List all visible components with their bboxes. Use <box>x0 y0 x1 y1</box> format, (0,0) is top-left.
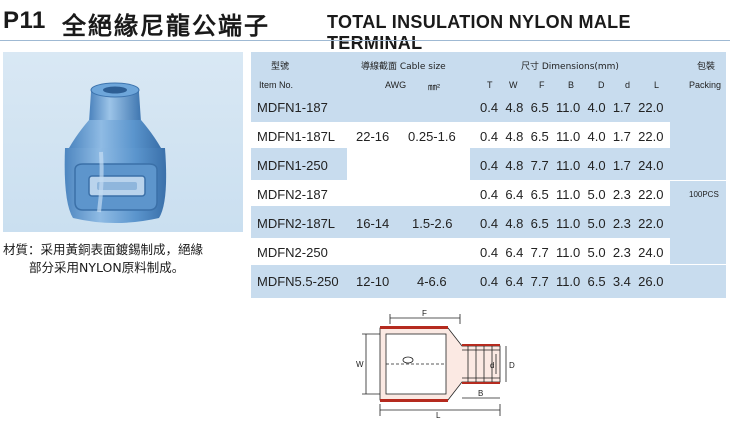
mm2-value: 0.25-1.6 <box>408 129 456 144</box>
terminal-diagram: F W d D B L <box>356 309 515 420</box>
row-stripe <box>251 180 347 206</box>
header-col-d-small: d <box>625 80 631 90</box>
material-line-2: 部分采用NYLON原料制成。 <box>29 260 185 275</box>
packing-value: 100PCS <box>689 190 719 199</box>
row-separator <box>251 264 726 265</box>
header-mm2: ㎜² <box>428 82 440 92</box>
dims-row: 0.4 4.8 6.5 11.0 4.0 1.7 22.0 <box>480 100 664 115</box>
label-f: F <box>422 310 427 318</box>
label-l: L <box>436 411 441 418</box>
header-col-b: B <box>568 80 575 90</box>
table-header: 型號 Item No. 導線截面 Cable size AWG ㎜² 尺寸 Di… <box>251 52 726 96</box>
dims-row: 0.4 4.8 6.5 11.0 5.0 2.3 22.0 <box>480 216 664 231</box>
item-no: MDFN2-187 <box>257 187 328 202</box>
title-chinese: 全絕緣尼龍公端子 <box>62 12 270 40</box>
material-line-1: 材質：采用黃銅表面鍍錫制成，絕緣 <box>3 242 204 257</box>
mm2-value: 1.5-2.6 <box>412 216 453 231</box>
terminal-illustration <box>64 82 167 223</box>
title-english: TOTAL INSULATION NYLON MALE TERMINAL <box>327 12 631 53</box>
header-model-cn: 型號 <box>271 62 290 72</box>
dims-row: 0.4 6.4 6.5 11.0 5.0 2.3 22.0 <box>480 187 664 202</box>
item-no: MDFN1-187 <box>257 100 328 115</box>
item-no: MDFN5.5-250 <box>257 274 339 289</box>
label-d-small: d <box>490 361 494 370</box>
header-cable-size: 導線截面 Cable size <box>361 62 446 72</box>
dimension-drawing: F W d D B L <box>350 309 530 420</box>
page-header: P11 全絕緣尼龍公端子 TOTAL INSULATION NYLON MALE… <box>0 0 730 53</box>
group-cell-2-stripe <box>347 238 470 264</box>
header-packing-en: Packing <box>689 80 722 90</box>
group-cell-1 <box>347 122 470 206</box>
dims-row: 0.4 4.8 7.7 11.0 4.0 1.7 24.0 <box>480 158 664 173</box>
header-divider <box>0 40 730 41</box>
item-no: MDFN2-187L <box>257 216 336 231</box>
material-description: 材質：采用黃銅表面鍍錫制成，絕緣 部分采用NYLON原料制成。 <box>3 241 203 277</box>
item-no: MDFN1-187L <box>257 129 336 144</box>
header-col-w: W <box>509 80 518 90</box>
row-separator <box>251 180 726 181</box>
row-stripe <box>251 238 347 264</box>
header-packing-cn: 包裝 <box>697 62 716 72</box>
mm2-value: 4-6.6 <box>417 274 447 289</box>
awg-value: 16-14 <box>356 216 390 231</box>
row-stripe <box>470 180 670 206</box>
item-no: MDFN1-250 <box>257 158 328 173</box>
dims-row: 0.4 6.4 7.7 11.0 6.5 3.4 26.0 <box>480 274 664 289</box>
dims-row: 0.4 4.8 6.5 11.0 4.0 1.7 22.0 <box>480 129 664 144</box>
header-awg: AWG <box>385 80 407 90</box>
product-photo <box>3 52 243 232</box>
item-no: MDFN2-250 <box>257 245 328 260</box>
row-stripe <box>251 122 347 148</box>
dims-row: 0.4 6.4 7.7 11.0 5.0 2.3 24.0 <box>480 245 664 260</box>
label-b: B <box>478 389 483 398</box>
awg-value: 12-10 <box>356 274 390 289</box>
header-model-en: Item No. <box>259 80 294 90</box>
row-stripe <box>470 238 670 264</box>
awg-value: 22-16 <box>356 129 390 144</box>
header-dimensions: 尺寸 Dimensions(mm) <box>521 62 619 72</box>
header-col-f: F <box>539 80 545 90</box>
product-code: P11 <box>3 7 46 34</box>
header-col-l: L <box>654 80 660 90</box>
spec-table: 型號 Item No. 導線截面 Cable size AWG ㎜² 尺寸 Di… <box>251 52 726 298</box>
row-stripe <box>470 122 670 148</box>
header-col-t: T <box>487 80 493 90</box>
label-w: W <box>356 360 364 369</box>
header-col-d-big: D <box>598 80 605 90</box>
label-d-big: D <box>509 361 515 370</box>
